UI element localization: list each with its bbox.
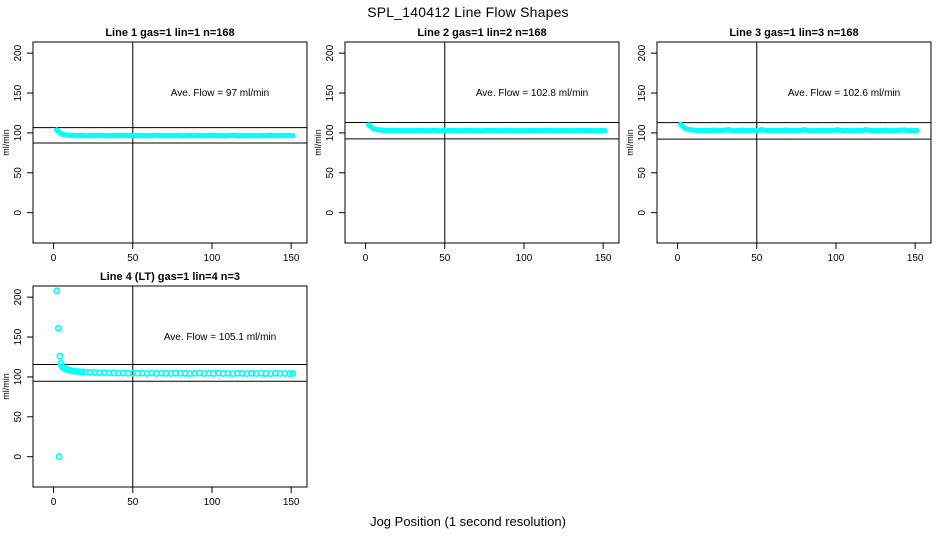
y-axis: 0 50 100 150 200 ml/min [625,44,657,215]
y-tick-label: 0 [13,209,24,215]
y-axis-unit-label: ml/min [1,373,11,400]
data-points [54,127,296,139]
y-tick-label: 150 [325,84,336,101]
x-tick-label: 0 [51,253,57,264]
y-tick-label: 0 [637,209,648,215]
panel-title: Line 1 gas=1 lin=1 n=168 [105,27,234,39]
x-axis: 0 50 100 150 [675,243,924,264]
x-tick-label: 0 [51,497,57,508]
plot-frame [656,41,932,244]
y-tick-label: 50 [13,167,24,179]
y-axis: 0 50 100 150 200 ml/min [1,288,33,459]
plot-frame [32,285,308,488]
panel-line2-chart: 0 50 100 150 0 50 100 150 200 ml/min Line 2 gas=1 … [313,27,620,264]
y-tick-label: 0 [13,453,24,459]
reference-lines [657,42,931,243]
panel-title: Line 2 gas=1 lin=2 n=168 [417,27,546,39]
panel-line1-chart: 0 50 100 150 0 50 100 150 200 ml/min Line 1 gas=1 … [1,27,308,264]
y-axis-unit-label: ml/min [313,129,323,156]
x-axis: 0 50 100 150 [363,243,612,264]
panel-line4-chart: 0 50 100 150 0 50 100 150 200 ml/min Line 4 (LT) g… [1,271,308,508]
y-tick-label: 150 [13,84,24,101]
y-tick-label: 50 [637,167,648,179]
ave-flow-annotation: Ave. Flow = 102.8 ml/min [476,88,588,99]
x-tick-label: 100 [204,253,221,264]
y-axis: 0 50 100 150 200 ml/min [313,44,345,215]
y-tick-label: 100 [13,368,24,385]
data-points [366,122,608,134]
y-axis-unit-label: ml/min [625,129,635,156]
panel-title: Line 4 (LT) gas=1 lin=4 n=3 [100,271,240,283]
plot-title: SPL_140412 Line Flow Shapes [367,4,569,20]
x-tick-label: 0 [675,253,681,264]
y-tick-label: 200 [637,44,648,61]
data-points [678,121,920,134]
y-axis: 0 50 100 150 200 ml/min [1,44,33,215]
ave-flow-annotation: Ave. Flow = 97 ml/min [171,88,269,99]
y-tick-label: 100 [325,124,336,141]
x-tick-label: 50 [751,253,763,264]
panel-line3-chart: 0 50 100 150 0 50 100 150 200 ml/min Line 3 gas=1 … [625,27,932,264]
x-axis: 0 50 100 150 [51,243,300,264]
x-tick-label: 100 [828,253,845,264]
x-tick-label: 150 [907,253,924,264]
y-axis-unit-label: ml/min [1,129,11,156]
x-tick-label: 150 [283,497,300,508]
x-tick-label: 150 [595,253,612,264]
y-tick-label: 50 [13,411,24,423]
reference-lines [345,42,619,243]
x-axis-label: Jog Position (1 second resolution) [370,514,566,529]
y-tick-label: 0 [325,209,336,215]
panel-title: Line 3 gas=1 lin=3 n=168 [729,27,858,39]
x-tick-label: 100 [516,253,533,264]
y-tick-label: 200 [13,44,24,61]
data-points [53,287,297,461]
reference-lines [33,42,307,243]
plot-frame [344,41,620,244]
x-axis: 0 50 100 150 [51,487,300,508]
x-tick-label: 100 [204,497,221,508]
x-tick-label: 50 [127,497,139,508]
x-tick-label: 50 [127,253,139,264]
ave-flow-annotation: Ave. Flow = 102.6 ml/min [788,88,900,99]
y-tick-label: 150 [13,328,24,345]
y-tick-label: 100 [637,124,648,141]
x-tick-label: 150 [283,253,300,264]
plot-frame [32,41,308,244]
x-tick-label: 0 [363,253,369,264]
y-tick-label: 100 [13,124,24,141]
x-tick-label: 50 [439,253,451,264]
y-tick-label: 50 [325,167,336,179]
y-tick-label: 150 [637,84,648,101]
ave-flow-annotation: Ave. Flow = 105.1 ml/min [164,332,276,343]
y-tick-label: 200 [325,44,336,61]
y-tick-label: 200 [13,288,24,305]
reference-lines [33,286,307,487]
